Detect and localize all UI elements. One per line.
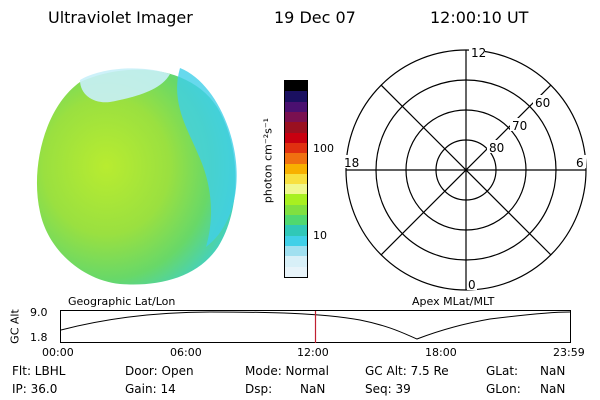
colorbar-swatch <box>285 122 307 133</box>
mlt-label-6: 6 <box>576 156 584 170</box>
status-glat-label: GLat: <box>486 364 519 378</box>
colorbar <box>284 80 308 278</box>
timeline-ytick-1-8: 1.8 <box>30 331 48 344</box>
status-door: Door: Open <box>125 364 194 378</box>
colorbar-unit-label: photon cm⁻²s⁻¹ <box>261 117 275 204</box>
colorbar-swatch <box>285 184 307 195</box>
colorbar-swatch <box>285 225 307 236</box>
polar-diagonal-2 <box>380 84 552 256</box>
mlt-label-12: 12 <box>471 46 486 60</box>
timeline-left-title: Geographic Lat/Lon <box>68 295 176 308</box>
status-glon-value: NaN <box>540 382 566 396</box>
uv-image-limb <box>177 68 237 247</box>
uv-image-dayglow <box>80 68 170 103</box>
colorbar-swatch <box>285 101 307 112</box>
status-seq: Seq: 39 <box>365 382 411 396</box>
colorbar-tick-10: 10 <box>313 229 327 242</box>
colorbar-swatch <box>285 256 307 267</box>
colorbar-swatch <box>285 142 307 154</box>
colorbar-swatch <box>285 163 307 174</box>
status-mode: Mode: Normal <box>245 364 329 378</box>
lat-label-60: 60 <box>535 96 550 110</box>
colorbar-swatch <box>285 194 307 205</box>
colorbar-swatch <box>285 132 307 143</box>
lat-label-80: 80 <box>489 141 504 155</box>
status-dsp-label: Dsp: <box>245 382 273 396</box>
date-label: 19 Dec 07 <box>274 8 356 27</box>
colorbar-swatch <box>285 81 307 92</box>
lat-label-70: 70 <box>512 119 527 133</box>
altitude-curve <box>60 311 571 340</box>
mlt-label-0: 0 <box>468 278 476 292</box>
uv-image <box>36 68 237 285</box>
app-title: Ultraviolet Imager <box>48 8 193 27</box>
altitude-timeline <box>60 310 571 343</box>
timeline-axis-label: GC Alt <box>8 309 22 344</box>
colorbar-swatch <box>285 91 307 102</box>
colorbar-tick-100: 100 <box>313 142 334 155</box>
polar-plot: 12 0 18 6 60 70 80 <box>343 45 587 292</box>
status-gain: Gain: 14 <box>125 382 176 396</box>
status-gc-alt: GC Alt: 7.5 Re <box>365 364 449 378</box>
status-glat-value: NaN <box>540 364 566 378</box>
status-glon-label: GLon: <box>486 382 521 396</box>
colorbar-swatch <box>285 246 307 257</box>
colorbar-swatch <box>285 215 307 226</box>
colorbar-swatch <box>285 266 307 277</box>
status-filter: Flt: LBHL <box>12 364 66 378</box>
status-ip: IP: 36.0 <box>12 382 58 396</box>
mlt-label-18: 18 <box>344 156 359 170</box>
status-dsp-value: NaN <box>300 382 326 396</box>
timeline-xtick-1800: 18:00 <box>425 346 457 359</box>
timeline-xtick-0000: 00:00 <box>42 346 74 359</box>
timeline-xtick-1200: 12:00 <box>297 346 329 359</box>
timeline-xtick-2359: 23:59 <box>553 346 585 359</box>
colorbar-swatch <box>285 173 307 185</box>
colorbar-swatch <box>285 235 307 246</box>
timeline-xtick-0600: 06:00 <box>170 346 202 359</box>
colorbar-swatch <box>285 153 307 164</box>
time-label: 12:00:10 UT <box>430 8 529 27</box>
colorbar-swatch <box>285 111 307 123</box>
timeline-ytick-9: 9.0 <box>30 306 48 319</box>
timeline-right-title: Apex MLat/MLT <box>412 295 495 308</box>
colorbar-swatch <box>285 204 307 216</box>
